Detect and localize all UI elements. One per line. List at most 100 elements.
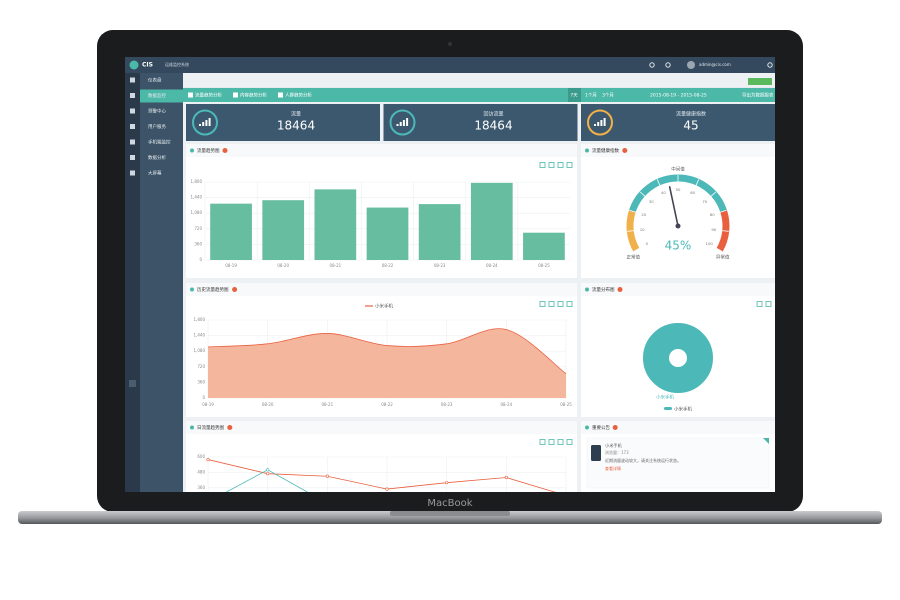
chart-tool[interactable] bbox=[566, 162, 573, 168]
y-tick-label: 360 bbox=[194, 241, 202, 246]
stat-icon-bar bbox=[208, 118, 211, 126]
stat-icon-bar bbox=[402, 120, 405, 126]
chart-tool[interactable] bbox=[557, 301, 564, 307]
system-name: 运维监控系统 bbox=[165, 61, 189, 67]
gauge-tick bbox=[695, 179, 700, 186]
bar bbox=[366, 207, 409, 260]
chart-tool[interactable] bbox=[566, 301, 573, 307]
side-icon[interactable] bbox=[130, 108, 135, 114]
tab[interactable]: 人群趋势分析 bbox=[285, 92, 312, 99]
chart-tool[interactable] bbox=[539, 301, 546, 307]
chart-tool[interactable] bbox=[539, 439, 546, 445]
top-bar bbox=[125, 57, 775, 73]
line-point bbox=[504, 475, 508, 480]
stat-icon-bar bbox=[600, 120, 603, 126]
menu-item[interactable]: 数据分析 bbox=[148, 154, 166, 161]
x-tick-label: 08-21 bbox=[330, 263, 342, 268]
menu-item[interactable]: 预警中心 bbox=[148, 108, 166, 115]
bar bbox=[262, 200, 305, 260]
panel-badge bbox=[227, 425, 233, 430]
gauge-tick-label: 70 bbox=[702, 199, 707, 204]
chart-tool[interactable] bbox=[539, 162, 546, 168]
y-tick-label: 1,800 bbox=[194, 317, 206, 322]
stat-icon-bar bbox=[396, 124, 399, 126]
range-button[interactable]: 1个月 bbox=[585, 93, 597, 99]
top-icon[interactable] bbox=[649, 62, 655, 68]
x-tick-label: 08-21 bbox=[322, 402, 334, 407]
y-tick-label: 480 bbox=[197, 469, 205, 474]
x-tick-label: 08-22 bbox=[382, 263, 394, 268]
top-icon[interactable] bbox=[767, 62, 773, 68]
needle-hub bbox=[675, 223, 681, 229]
tab-bar bbox=[183, 88, 775, 102]
line-point bbox=[325, 474, 329, 478]
menu-item[interactable]: 手机端监控 bbox=[148, 139, 171, 146]
chart-tool[interactable] bbox=[557, 162, 564, 168]
top-icon[interactable] bbox=[665, 62, 671, 68]
chart-tool[interactable] bbox=[548, 301, 555, 307]
stat-icon-bar bbox=[406, 118, 409, 126]
side-icon[interactable] bbox=[130, 93, 135, 98]
tab-icon[interactable] bbox=[278, 92, 283, 98]
y-tick-label: 1,080 bbox=[191, 210, 203, 215]
chart-tool[interactable] bbox=[566, 439, 573, 445]
bar bbox=[470, 182, 513, 260]
notice-thumb bbox=[591, 445, 601, 461]
chart-tool[interactable] bbox=[765, 301, 772, 307]
gauge-tick-label: 100 bbox=[706, 241, 714, 246]
menu-item[interactable]: 用户服务 bbox=[148, 123, 166, 130]
area bbox=[208, 328, 566, 398]
tab-icon[interactable] bbox=[188, 92, 193, 98]
stat-value: 45 bbox=[683, 119, 698, 133]
chart-tool[interactable] bbox=[557, 439, 564, 445]
y-tick-label: 720 bbox=[197, 364, 205, 369]
gauge-tick bbox=[639, 191, 646, 197]
panel-badge bbox=[617, 287, 623, 292]
stat-icon bbox=[587, 109, 613, 136]
y-tick-label: 1,080 bbox=[194, 348, 206, 353]
x-tick-label: 08-22 bbox=[381, 402, 393, 407]
panel-icon bbox=[585, 148, 589, 153]
notice-link[interactable]: 查看详情 bbox=[605, 465, 621, 471]
y-tick-label: 1,440 bbox=[191, 195, 203, 200]
gauge-tick-label: 20 bbox=[641, 212, 646, 217]
panel-title: 历史流量趋势图 bbox=[197, 286, 229, 293]
stat-icon-bar bbox=[202, 122, 205, 126]
side-icon[interactable] bbox=[130, 77, 135, 83]
export-button[interactable]: 导出为数据报表 bbox=[742, 92, 774, 99]
stat-value: 18464 bbox=[474, 119, 512, 133]
panel-icon bbox=[190, 425, 194, 430]
chart-tool[interactable] bbox=[756, 301, 763, 307]
range-button[interactable]: 7天 bbox=[570, 93, 578, 99]
menu-item[interactable]: 大屏幕 bbox=[148, 170, 162, 177]
stat-icon-bar bbox=[594, 124, 596, 126]
tab[interactable]: 内容趋势分析 bbox=[240, 92, 267, 99]
side-icon[interactable] bbox=[130, 139, 135, 145]
date-range[interactable]: 2015-08-19 - 2015-08-25 bbox=[650, 93, 707, 99]
panel-icon bbox=[585, 287, 589, 292]
stat-icon-bar bbox=[199, 124, 201, 126]
side-icon[interactable] bbox=[130, 170, 135, 176]
menu-item[interactable]: 仪表盘 bbox=[148, 77, 162, 84]
menu-active bbox=[140, 89, 183, 103]
donut-slice bbox=[643, 323, 713, 393]
collapse-button[interactable] bbox=[129, 380, 136, 387]
tab[interactable]: 流量趋势分析 bbox=[195, 92, 222, 99]
panel-title: 日流量趋势图 bbox=[197, 424, 224, 431]
chart-tool[interactable] bbox=[548, 439, 555, 445]
panel-header bbox=[581, 283, 775, 296]
side-icon[interactable] bbox=[130, 124, 135, 129]
menu-item[interactable]: 数据监控 bbox=[148, 92, 166, 99]
range-button[interactable]: 3个月 bbox=[602, 93, 614, 99]
line-point bbox=[266, 472, 270, 476]
user-email[interactable]: admin@cis.com bbox=[699, 62, 731, 67]
side-icon[interactable] bbox=[130, 155, 135, 160]
slice-label: 小米手机 bbox=[656, 394, 674, 401]
area-line bbox=[207, 328, 567, 375]
notch bbox=[390, 511, 510, 516]
gauge-needle bbox=[668, 186, 679, 227]
chart-tool[interactable] bbox=[548, 162, 555, 168]
tab-icon[interactable] bbox=[233, 92, 238, 98]
y-tick-label: 600 bbox=[197, 454, 205, 459]
gauge-label: 中间值 bbox=[671, 166, 685, 173]
